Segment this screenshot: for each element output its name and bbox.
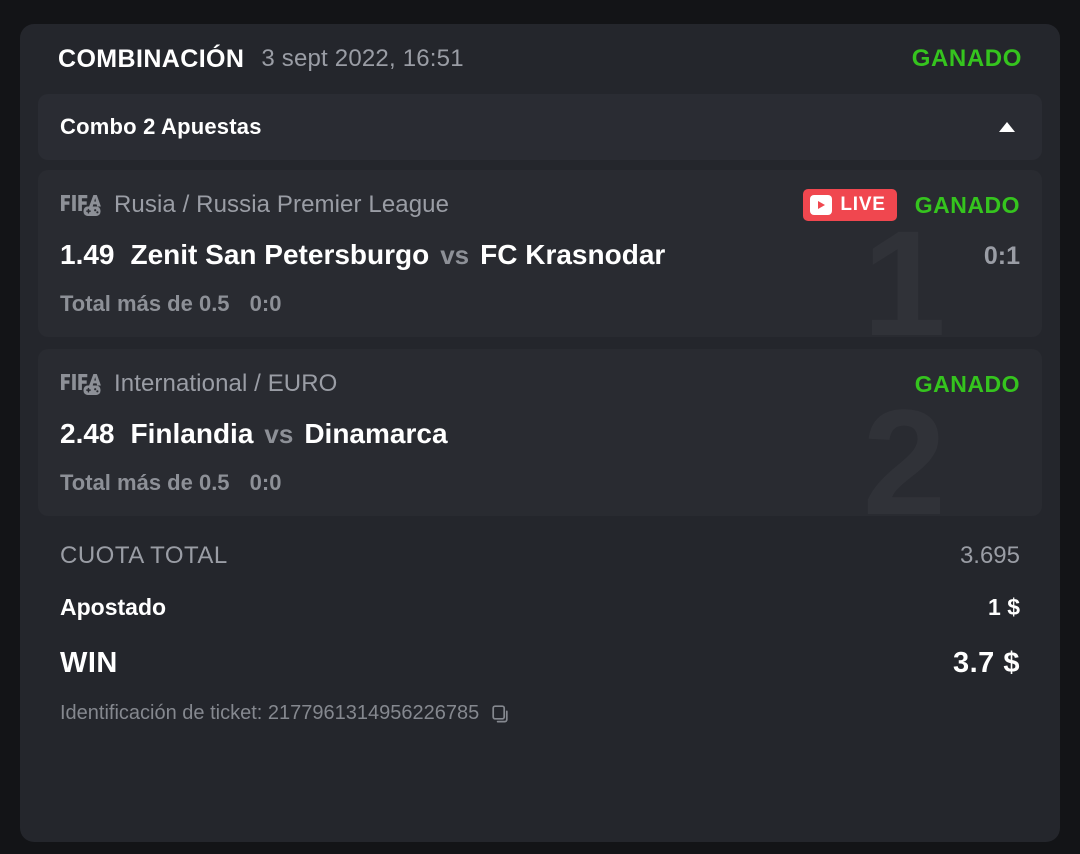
combo-title: Combo 2 Apuestas — [60, 114, 262, 139]
bet-ticket-card: COMBINACIÓN 3 sept 2022, 16:51 GANADO Co… — [20, 24, 1060, 842]
ticket-status-badge: GANADO — [911, 45, 1022, 72]
match-score: 0:1 — [983, 242, 1020, 270]
market-name: Total más de 0.5 — [60, 470, 230, 495]
fifa-esports-icon — [61, 195, 101, 216]
bet-league-line: International / EURO GANADO — [60, 367, 1020, 401]
bet-row[interactable]: 1 — [38, 170, 1042, 337]
win-label: WIN — [60, 647, 118, 679]
bet-league-line: Rusia / Russia Premier League LIVE GANAD… — [60, 188, 1020, 222]
live-badge[interactable]: LIVE — [803, 189, 897, 221]
ticket-header: COMBINACIÓN 3 sept 2022, 16:51 GANADO — [38, 24, 1042, 94]
stake-value: 1 $ — [988, 594, 1020, 620]
win-value: 3.7 $ — [953, 647, 1020, 679]
market-score: 0:0 — [249, 291, 282, 316]
ticket-id-label: Identificación de ticket: 21779613149562… — [60, 702, 480, 724]
bet-row[interactable]: 2 — [38, 349, 1042, 516]
bet-match-line: 1.49 Zenit San Petersburgo vs FC Krasnod… — [60, 239, 1020, 271]
bet-match-line: 2.48 Finlandia vs Dinamarca — [60, 418, 1020, 450]
bet-league-name: Rusia / Russia Premier League — [114, 191, 450, 218]
market-score: 0:0 — [249, 470, 282, 495]
total-odds-value: 3.695 — [959, 542, 1020, 569]
away-team-name: FC Krasnodar — [480, 239, 666, 270]
bet-odds: 1.49 — [60, 239, 115, 270]
play-icon — [810, 195, 833, 215]
bet-market-line: Total más de 0.5 0:0 — [60, 291, 1020, 317]
vs-separator: vs — [440, 240, 470, 270]
home-team-name: Zenit San Petersburgo — [130, 239, 430, 270]
triangle-up-icon[interactable] — [994, 114, 1020, 140]
ticket-date: 3 sept 2022, 16:51 — [261, 45, 464, 72]
ticket-id-row[interactable]: Identificación de ticket: 21779613149562… — [60, 702, 1020, 725]
stake-row: Apostado 1 $ — [60, 594, 1020, 621]
vs-separator: vs — [264, 419, 294, 449]
bet-odds: 2.48 — [60, 418, 115, 449]
bet-index-watermark: 2 — [863, 393, 946, 516]
away-team-name: Dinamarca — [304, 418, 448, 449]
ticket-footer: CUOTA TOTAL 3.695 Apostado 1 $ WIN 3.7 $… — [38, 528, 1042, 725]
win-row: WIN 3.7 $ — [60, 647, 1020, 680]
total-odds-row: CUOTA TOTAL 3.695 — [60, 542, 1020, 570]
fifa-esports-icon — [61, 374, 101, 395]
bet-status-badge: GANADO — [914, 191, 1020, 218]
bet-status-badge: GANADO — [914, 370, 1020, 397]
stake-label: Apostado — [60, 594, 167, 620]
total-odds-label: CUOTA TOTAL — [60, 542, 228, 569]
copy-icon[interactable] — [491, 704, 511, 724]
live-label: LIVE — [840, 194, 886, 215]
bet-index-watermark: 1 — [863, 214, 946, 337]
home-team-name: Finlandia — [130, 418, 254, 449]
combo-toggle-bar[interactable]: Combo 2 Apuestas — [38, 94, 1042, 160]
bet-league-name: International / EURO — [114, 370, 338, 397]
bet-market-line: Total más de 0.5 0:0 — [60, 470, 1020, 496]
ticket-type-label: COMBINACIÓN — [58, 44, 245, 73]
market-name: Total más de 0.5 — [60, 291, 230, 316]
